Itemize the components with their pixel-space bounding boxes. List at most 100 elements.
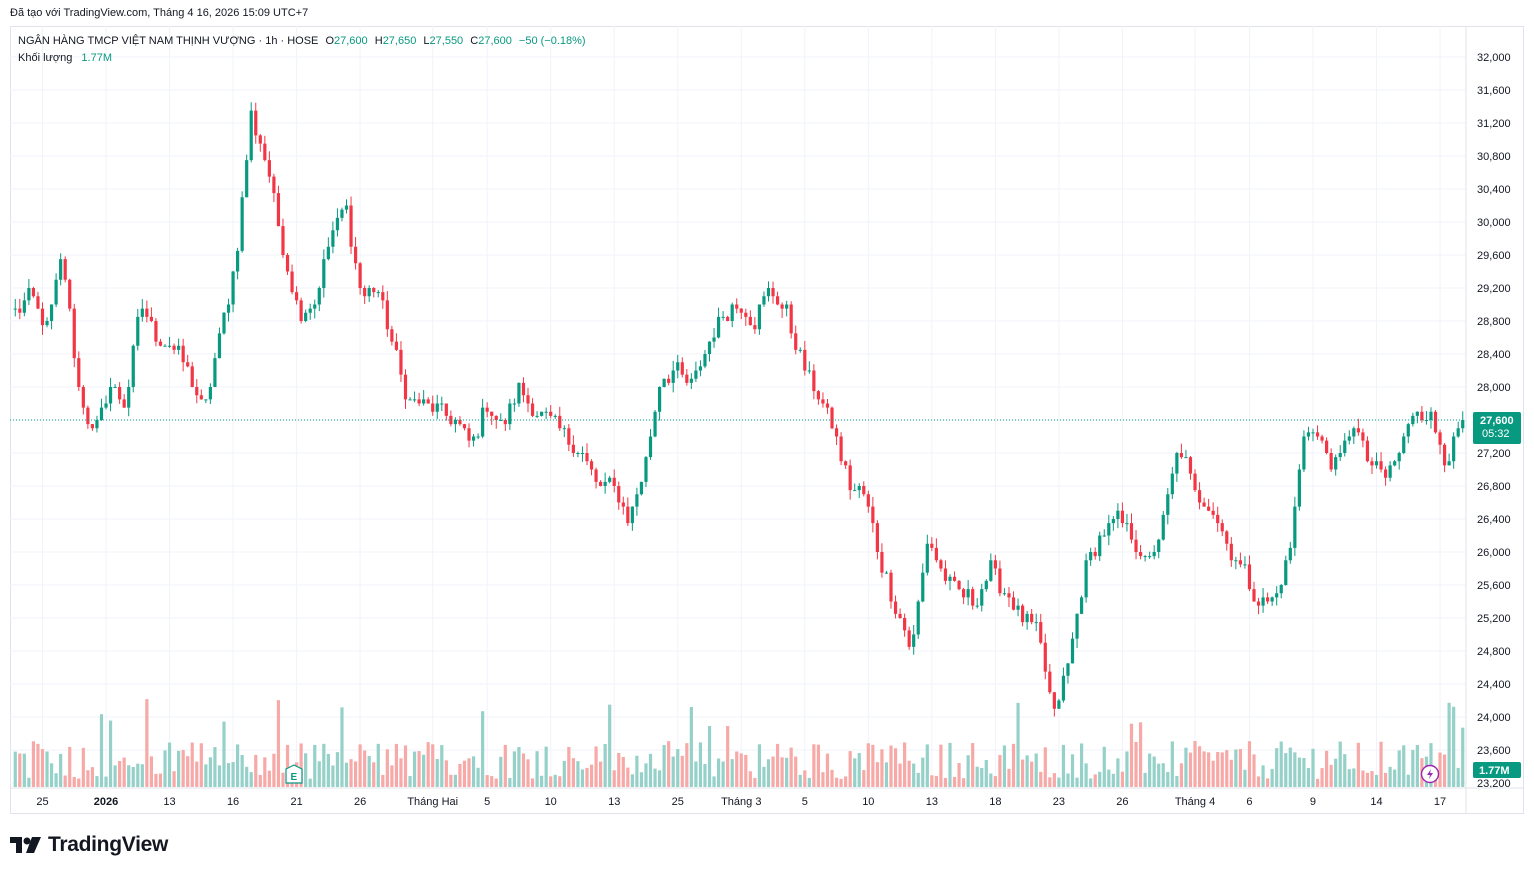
volume-bar xyxy=(1107,769,1111,787)
volume-bar xyxy=(1397,750,1401,787)
volume-bar xyxy=(167,742,172,787)
candle-body xyxy=(875,523,879,552)
candle-body xyxy=(766,288,771,297)
candle-body xyxy=(1266,597,1270,602)
lightning-icon[interactable] xyxy=(1420,764,1440,784)
candle-body xyxy=(1102,535,1106,537)
volume-bar xyxy=(399,758,403,787)
candle-body xyxy=(644,457,648,482)
candle-body xyxy=(508,403,512,425)
volume-bar xyxy=(594,746,598,787)
candle-body xyxy=(1275,593,1279,598)
volume-bar xyxy=(748,771,752,787)
volume-bar xyxy=(1152,756,1156,787)
earnings-marker-label: E xyxy=(291,772,298,783)
candle-body xyxy=(1447,461,1451,466)
volume-bar xyxy=(490,776,494,787)
price-tick-label: 25,600 xyxy=(1477,580,1511,592)
volume-bar xyxy=(140,764,144,787)
symbol-title[interactable]: NGÂN HÀNG TMCP VIỆT NAM THỊNH VƯỢNG · 1h… xyxy=(18,35,319,47)
candle-body xyxy=(1329,453,1333,470)
candle-body xyxy=(889,572,893,602)
time-tick-label: 26 xyxy=(1116,796,1128,808)
volume-bar xyxy=(921,757,925,787)
candle-body xyxy=(1011,597,1016,610)
candle-body xyxy=(1129,523,1134,540)
tradingview-logo[interactable]: TradingView xyxy=(10,833,168,857)
candle-body xyxy=(363,288,367,297)
volume-bar xyxy=(567,746,571,787)
candle-body xyxy=(59,259,63,280)
candle-body xyxy=(1365,440,1370,462)
volume-bar xyxy=(1134,741,1138,787)
volume-bar xyxy=(694,761,698,787)
volume-bar xyxy=(1325,750,1329,787)
candle-body xyxy=(898,613,902,618)
time-tick-label: 5 xyxy=(484,796,490,808)
volume-bar xyxy=(18,753,22,787)
candle-body xyxy=(317,288,321,305)
volume-bar xyxy=(440,745,444,787)
candle-body xyxy=(349,205,353,247)
candle-body xyxy=(517,382,521,404)
candle-body xyxy=(340,209,344,218)
volume-bar xyxy=(1356,742,1360,787)
volume-bar xyxy=(957,763,961,787)
candle-body xyxy=(1374,461,1379,466)
volume-bar xyxy=(839,778,843,787)
candle-body xyxy=(594,469,598,482)
candle-body xyxy=(208,387,212,400)
candle-body xyxy=(803,349,807,371)
time-tick-label: 13 xyxy=(926,796,938,808)
volume-bar xyxy=(372,762,376,787)
volume-bar xyxy=(145,699,149,787)
earnings-marker[interactable]: E xyxy=(285,764,303,784)
candle-body xyxy=(744,312,748,317)
candle-body xyxy=(925,543,929,573)
candle-body xyxy=(989,560,993,581)
volume-bar xyxy=(267,770,271,787)
candle-body xyxy=(177,345,181,350)
price-tick-label: 30,800 xyxy=(1477,151,1511,163)
volume-bar xyxy=(113,765,117,787)
candle-body xyxy=(1252,589,1256,602)
candle-body xyxy=(571,444,575,453)
chart-area[interactable]: 32,000 31,600 31,200 30,800 30,400 30,000 29,6… xyxy=(10,26,1524,814)
volume-bar xyxy=(195,761,199,787)
candle-body xyxy=(757,304,762,330)
candle-body xyxy=(980,589,984,606)
candle-body xyxy=(1179,453,1184,458)
volume-bar xyxy=(1234,749,1238,787)
candle-body xyxy=(1383,469,1388,478)
volume-bar xyxy=(612,770,616,787)
volume-bar xyxy=(589,764,594,787)
volume-bar xyxy=(1216,751,1220,787)
candle-body xyxy=(762,296,766,305)
candle-body xyxy=(549,411,553,416)
volume-bar xyxy=(1061,744,1066,787)
candle-body xyxy=(1030,613,1034,623)
price-tick-label: 30,400 xyxy=(1477,184,1511,196)
volume-bar xyxy=(816,744,821,787)
volume-bar xyxy=(1116,758,1120,787)
grid-lines xyxy=(10,26,1466,788)
candle-body xyxy=(245,160,249,198)
time-tick-label: 5 xyxy=(802,796,808,808)
volume-bar xyxy=(766,759,771,787)
volume-label[interactable]: Khối lượng xyxy=(18,52,73,64)
volume-bar xyxy=(1138,722,1143,787)
candle-body xyxy=(1356,428,1360,433)
candle-body xyxy=(331,230,335,247)
volume-bar xyxy=(45,751,49,787)
volume-bar xyxy=(730,759,734,787)
volume-bar xyxy=(326,753,330,787)
volume-bar xyxy=(903,742,907,787)
volume-bar xyxy=(853,758,857,787)
candle-body xyxy=(1247,564,1252,590)
volume-bar xyxy=(1175,775,1179,787)
candle-body xyxy=(535,415,539,417)
volume-bar xyxy=(1329,764,1333,787)
volume-bar xyxy=(426,742,430,787)
volume-bar xyxy=(639,772,644,787)
volume-bar xyxy=(884,762,889,787)
